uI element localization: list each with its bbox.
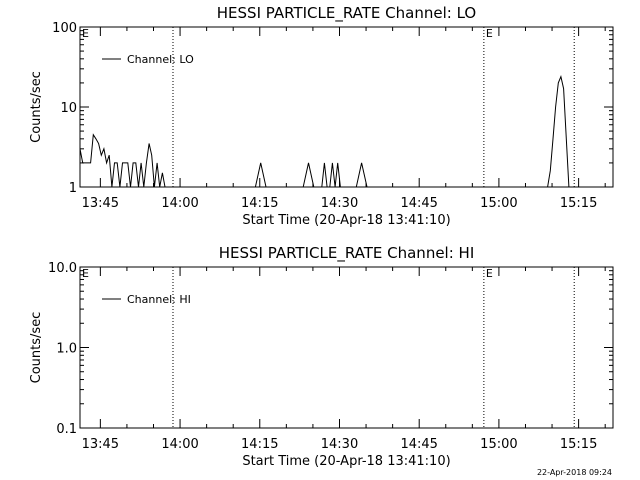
x-tick-label: 15:15 [560, 437, 597, 452]
x-tick-label: 13:45 [82, 437, 119, 452]
x-tick-label: 15:00 [480, 437, 517, 452]
y-axis-label: Counts/sec [29, 71, 44, 143]
y-tick-label: 10 [60, 101, 77, 116]
footer-timestamp: 22-Apr-2018 09:24 [537, 468, 612, 477]
y-tick-label: 100 [52, 21, 77, 36]
y-tick-label: 0.1 [56, 422, 77, 437]
event-mark: E [486, 27, 493, 40]
x-tick-label: 15:15 [560, 196, 597, 211]
x-tick-label: 14:45 [400, 196, 437, 211]
y-tick-label: 10.0 [48, 261, 77, 276]
x-tick-label: 14:00 [161, 196, 198, 211]
x-axis-label: Start Time (20-Apr-18 13:41:10) [242, 454, 450, 469]
event-mark: E [82, 27, 89, 40]
y-tick-label: 1.0 [56, 342, 77, 357]
plot-frame [79, 266, 614, 429]
x-tick-label: 13:45 [82, 196, 119, 211]
y-axis-label: Counts/sec [29, 312, 44, 384]
x-tick-label: 14:30 [321, 196, 358, 211]
x-tick-label: 14:45 [400, 437, 437, 452]
chart-title: HESSI PARTICLE_RATE Channel: HI [219, 244, 475, 263]
lo-channel-plot: HESSI PARTICLE_RATE Channel: LO 1 10 100 13:… [29, 4, 614, 228]
y-tick-label: 1 [69, 181, 77, 196]
legend-label: Channel: HI [127, 293, 191, 306]
legend-label: Channel: LO [127, 53, 194, 66]
x-tick-label: 15:00 [480, 196, 517, 211]
event-mark: E [486, 267, 493, 280]
chart-title: HESSI PARTICLE_RATE Channel: LO [217, 4, 476, 23]
x-axis-label: Start Time (20-Apr-18 13:41:10) [242, 213, 450, 228]
event-mark: E [82, 267, 89, 280]
plot-frame [79, 26, 614, 188]
x-tick-label: 14:15 [241, 196, 278, 211]
x-tick-label: 14:30 [321, 437, 358, 452]
series-line [79, 74, 575, 188]
hi-channel-plot: HESSI PARTICLE_RATE Channel: HI 0.1 1.0 10.… [29, 244, 614, 469]
x-tick-label: 14:15 [241, 437, 278, 452]
x-tick-label: 14:00 [161, 437, 198, 452]
